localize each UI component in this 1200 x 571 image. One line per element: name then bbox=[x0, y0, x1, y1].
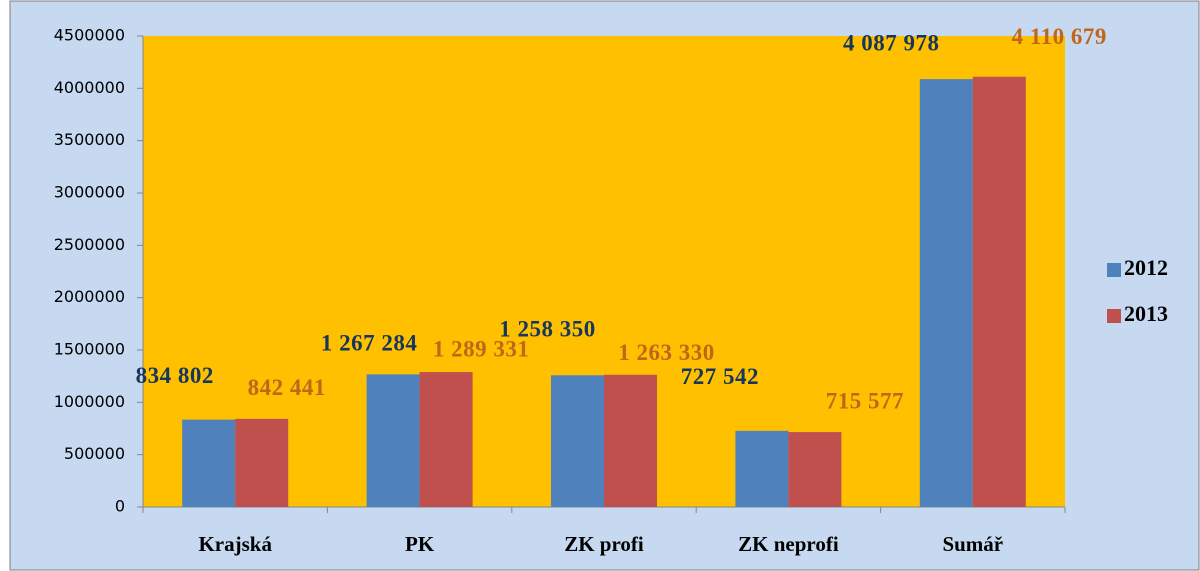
x-tick-label: ZK profi bbox=[564, 532, 644, 556]
y-tick-label: 4000000 bbox=[54, 78, 125, 97]
bar bbox=[235, 418, 289, 507]
value-label: 842 441 bbox=[248, 375, 326, 400]
value-label: 727 542 bbox=[681, 364, 759, 389]
y-tick-label: 4500000 bbox=[54, 26, 125, 45]
legend-label: 2012 bbox=[1124, 255, 1168, 280]
value-label: 1 258 350 bbox=[499, 317, 596, 342]
x-tick-label: Krajská bbox=[198, 532, 272, 556]
legend-swatch bbox=[1107, 263, 1121, 277]
value-label: 834 802 bbox=[136, 363, 214, 388]
bar bbox=[366, 374, 420, 507]
y-tick-label: 500000 bbox=[64, 444, 125, 463]
y-tick-label: 2000000 bbox=[54, 287, 125, 306]
value-label: 1 263 330 bbox=[618, 340, 715, 365]
x-tick-label: PK bbox=[405, 532, 435, 556]
y-tick-label: 3000000 bbox=[54, 183, 125, 202]
bar bbox=[419, 372, 473, 507]
legend-swatch bbox=[1107, 309, 1121, 323]
x-tick-label: Sumář bbox=[942, 532, 1003, 556]
bar bbox=[551, 375, 604, 507]
x-tick-label: ZK neprofi bbox=[738, 532, 839, 556]
y-tick-label: 1500000 bbox=[54, 340, 125, 359]
y-tick-label: 2500000 bbox=[54, 235, 125, 254]
y-tick-label: 0 bbox=[115, 497, 125, 516]
value-label: 1 267 284 bbox=[321, 331, 418, 356]
value-label: 4 110 679 bbox=[1012, 24, 1107, 49]
legend-label: 2013 bbox=[1124, 301, 1168, 326]
bar bbox=[604, 374, 657, 507]
value-label: 715 577 bbox=[826, 388, 904, 413]
y-tick-label: 3500000 bbox=[54, 130, 125, 149]
bar bbox=[919, 79, 973, 507]
bar bbox=[735, 430, 789, 507]
bar bbox=[788, 432, 842, 507]
bar bbox=[972, 76, 1026, 507]
value-label: 1 289 331 bbox=[433, 336, 530, 361]
y-tick-label: 1000000 bbox=[54, 392, 125, 411]
bar bbox=[182, 419, 236, 507]
value-label: 4 087 978 bbox=[843, 30, 940, 55]
